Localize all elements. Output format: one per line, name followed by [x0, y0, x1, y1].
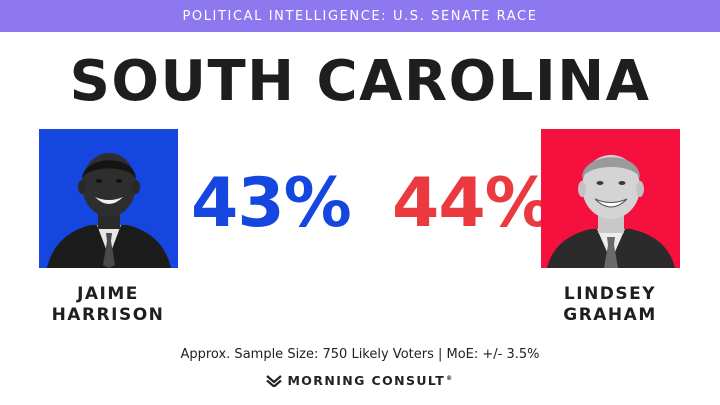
brand-registered-mark: ® — [446, 374, 454, 382]
morning-consult-logo-icon — [266, 374, 283, 387]
brand-name: MORNING CONSULT® — [287, 373, 453, 388]
candidate-photo-right — [541, 129, 680, 268]
harrison-name: JAIME HARRISON — [28, 284, 188, 326]
top-banner: POLITICAL INTELLIGENCE: U.S. SENATE RACE — [0, 0, 720, 32]
graham-last-name: GRAHAM — [563, 305, 657, 325]
graham-percentage: 44% — [392, 164, 553, 243]
state-title: SOUTH CAROLINA — [69, 49, 651, 114]
harrison-last-name: HARRISON — [51, 305, 165, 325]
graham-name: LINDSEY GRAHAM — [530, 284, 690, 326]
harrison-first-name: JAIME — [77, 284, 139, 304]
harrison-percentage: 43% — [191, 164, 352, 243]
banner-text: POLITICAL INTELLIGENCE: U.S. SENATE RACE — [182, 8, 538, 24]
candidate-photo-left — [39, 129, 178, 268]
graham-first-name: LINDSEY — [563, 284, 657, 304]
brand-name-text: MORNING CONSULT — [287, 373, 446, 388]
brand-logo: MORNING CONSULT® — [0, 373, 720, 388]
sample-size-note: Approx. Sample Size: 750 Likely Voters |… — [180, 347, 540, 362]
